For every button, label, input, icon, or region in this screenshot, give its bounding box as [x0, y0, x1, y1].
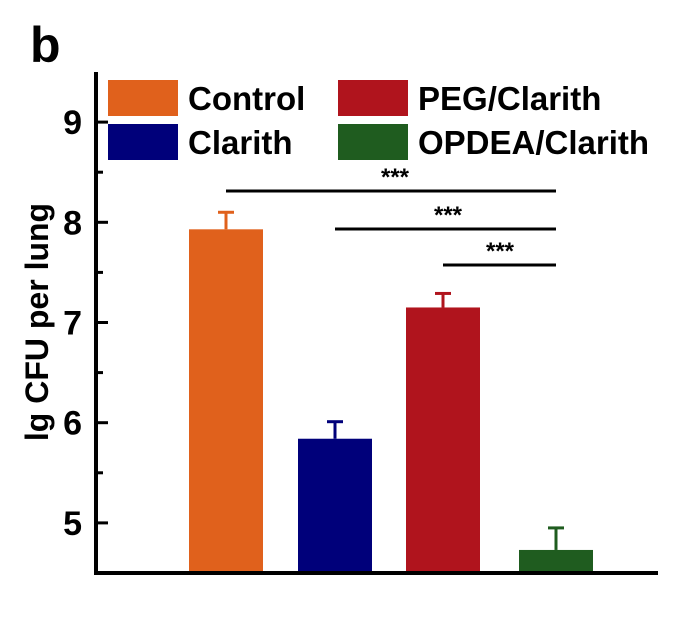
y-tick-label: 7	[63, 305, 82, 343]
legend-swatch	[338, 80, 408, 116]
bar-control	[189, 229, 263, 573]
y-axis-label: lg CFU per lung	[19, 203, 55, 441]
legend: Control Clarith PEG/Clarith OPDEA/Clarith	[108, 80, 649, 161]
significance-label: ***	[434, 202, 463, 229]
legend-swatch	[338, 124, 408, 160]
legend-label: OPDEA/Clarith	[418, 124, 649, 161]
legend-swatch	[108, 124, 178, 160]
error-bars-group	[218, 210, 564, 550]
bars-group	[189, 229, 593, 573]
legend-label: Clarith	[188, 124, 293, 161]
legend-swatch	[108, 80, 178, 116]
y-tick-label: 5	[63, 505, 82, 543]
y-tick-label: 9	[63, 104, 82, 142]
bar-peg-clarith	[406, 307, 480, 573]
significance-label: ***	[486, 238, 515, 265]
bar-clarith	[298, 438, 372, 573]
y-tick-label: 8	[63, 204, 82, 242]
y-axis-ticks: 5 6 7 8 9	[63, 104, 108, 543]
significance-group: *** *** ***	[226, 164, 556, 267]
legend-label: Control	[188, 80, 305, 117]
y-tick-label: 6	[63, 405, 82, 443]
bar-opdea-clarith	[519, 549, 593, 573]
legend-label: PEG/Clarith	[418, 80, 601, 117]
significance-label: ***	[381, 164, 410, 191]
panel-label: b	[30, 17, 61, 73]
